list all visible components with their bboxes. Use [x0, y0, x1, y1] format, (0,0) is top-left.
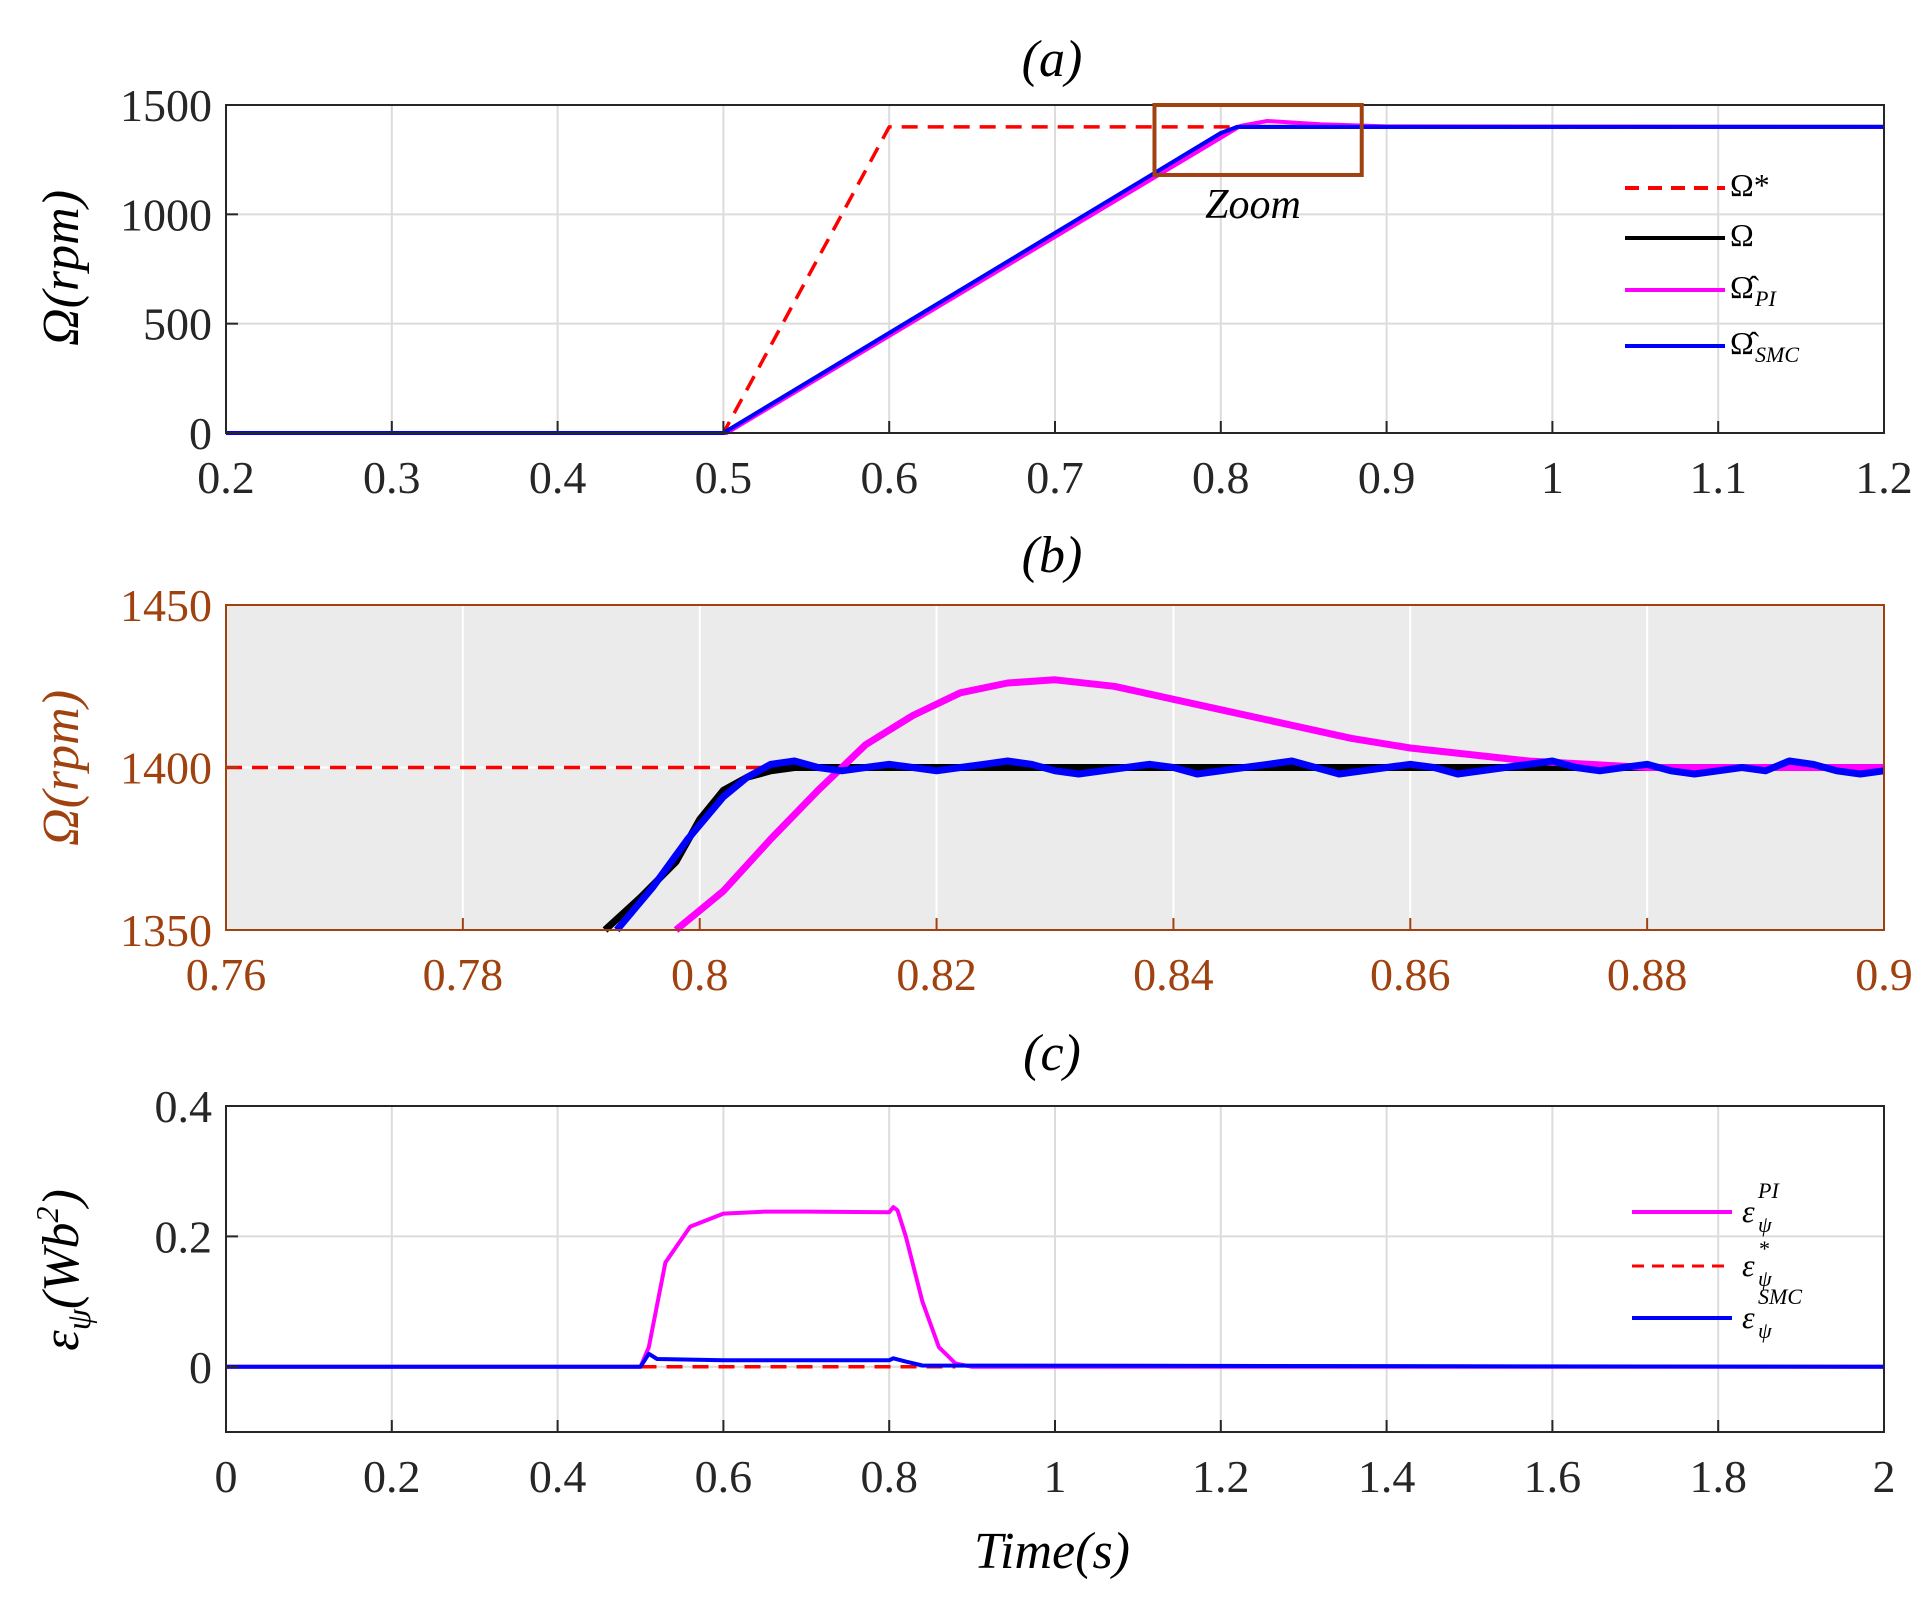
panel-a-ticks: 0.2 0.3 0.4 0.5 0.6 0.7 0.8 0.9 1 1.1 1.2 0 500 1000 1… — [120, 80, 1913, 503]
panel-b-xtick-label-5: 0.86 — [1370, 949, 1451, 1000]
panel-a-ytick-label-1: 500 — [143, 299, 212, 350]
panel-a-xtick-label-2: 0.4 — [529, 452, 587, 503]
legend-a: Ω* Ω Ω̂ PI Ω̂ SMC — [1625, 167, 1799, 367]
panel-c-xtick-label-5: 1 — [1044, 1451, 1067, 1502]
panel-a: (a) 0.2 0.3 0.4 0.5 0.6 0.7 0.8 0.9 1 1.1 1.2 0 500 1… — [33, 31, 1913, 503]
panel-c-ylabel-main: ε — [33, 1330, 90, 1351]
panel-c-xtick-label-1: 0.2 — [363, 1451, 421, 1502]
legend-c-smc-sup: SMC — [1758, 1284, 1802, 1309]
legend-c-smc-label: ε — [1742, 1299, 1755, 1335]
panel-b-xtick-label-6: 0.88 — [1607, 949, 1688, 1000]
panel-a-xtick-label-8: 1 — [1541, 452, 1564, 503]
panel-a-xtick-label-3: 0.5 — [695, 452, 753, 503]
panel-b-ytick-label-2: 1450 — [120, 580, 212, 631]
panel-a-title: (a) — [1022, 31, 1083, 88]
legend-a-actual-label: Ω — [1730, 217, 1754, 253]
panel-b-xtick-label-7: 0.9 — [1855, 949, 1913, 1000]
panel-c-ytick-label-1: 0.2 — [155, 1211, 213, 1262]
panel-a-xtick-label-7: 0.9 — [1358, 452, 1416, 503]
panel-b-xtick-label-3: 0.82 — [896, 949, 977, 1000]
panel-c-xtick-label-10: 2 — [1873, 1451, 1896, 1502]
panel-a-xtick-label-10: 1.2 — [1855, 452, 1913, 503]
panel-b-ticks: 0.76 0.78 0.8 0.82 0.84 0.86 0.88 0.9 1350 1400 14… — [120, 580, 1913, 1000]
panel-c-ylabel-sup: 2 — [29, 1207, 65, 1223]
panel-a-ytick-label-3: 1500 — [120, 80, 212, 131]
panel-c-ytick-label-0: 0 — [189, 1342, 212, 1393]
panel-c-xtick-label-3: 0.6 — [695, 1451, 753, 1502]
zoom-box — [1152, 103, 1364, 177]
panel-b-title: (b) — [1022, 527, 1083, 584]
svg-text:εψ(Wb2): εψ(Wb2) — [29, 1189, 98, 1351]
legend-c-pi-label: ε — [1742, 1193, 1755, 1229]
panel-c-title: (c) — [1023, 1025, 1081, 1082]
panel-b-xtick-label-1: 0.78 — [423, 949, 504, 1000]
zoom-annotation: Zoom — [1205, 182, 1301, 228]
panel-a-xtick-label-5: 0.7 — [1026, 452, 1084, 503]
panel-c-ticks: 0 0.2 0.4 0.6 0.8 1 1.2 1.4 1.6 1.8 2 0 0.2 0.4 — [155, 1081, 1896, 1502]
legend-c-ref-sub: ψ — [1758, 1266, 1772, 1291]
panel-c-ylabel-rest: (Wb — [33, 1223, 90, 1310]
legend-a-ref-label: Ω* — [1730, 167, 1770, 203]
panel-c-xlabel: Time(s) — [974, 1523, 1130, 1580]
panel-c-ylabel: εψ(Wb2) — [29, 1189, 98, 1351]
panel-b-xtick-label-0: 0.76 — [186, 949, 267, 1000]
panel-b-series-3 — [614, 757, 1885, 933]
panel-c-xtick-label-8: 1.6 — [1524, 1451, 1582, 1502]
panel-a-ylabel: Ω(rpm) — [33, 190, 90, 346]
panel-b-xtick-label-4: 0.84 — [1133, 949, 1214, 1000]
legend-c-pi-sup: PI — [1757, 1178, 1780, 1203]
panel-b-xtick-label-2: 0.8 — [671, 949, 729, 1000]
panel-c-xtick-label-9: 1.8 — [1689, 1451, 1747, 1502]
panel-c-series-2 — [226, 1351, 1885, 1369]
legend-c-smc-sub: ψ — [1758, 1318, 1772, 1343]
panel-b-series — [226, 676, 1885, 933]
panel-a-ytick-label-0: 0 — [189, 408, 212, 459]
panel-c-xtick-label-6: 1.2 — [1192, 1451, 1250, 1502]
panel-c-xtick-label-2: 0.4 — [529, 1451, 587, 1502]
panel-c-series — [226, 1205, 1885, 1369]
panel-a-ytick-label-2: 1000 — [120, 189, 212, 240]
panel-b: (b) 0.76 0.78 0.8 0.82 0.84 0.86 0.88 0.9 1350 14… — [33, 527, 1913, 1000]
panel-c-ytick-label-2: 0.4 — [155, 1081, 213, 1132]
panel-c-ylabel-sub: ψ — [61, 1308, 98, 1330]
panel-b-ytick-label-1: 1400 — [120, 743, 212, 794]
panel-a-xtick-label-9: 1.1 — [1689, 452, 1747, 503]
panel-a-xtick-label-4: 0.6 — [860, 452, 918, 503]
panel-a-xtick-label-1: 0.3 — [363, 452, 421, 503]
panel-c: (c) 0 0.2 0.4 0.6 0.8 1 1.2 1.4 1.6 1.8 2 0 0.2 0.4 T… — [29, 1025, 1896, 1580]
panel-a-xtick-label-0: 0.2 — [197, 452, 255, 503]
legend-a-smc-sub: SMC — [1755, 342, 1799, 367]
legend-c-ref-label: ε — [1742, 1247, 1755, 1283]
legend-c-pi-sub: ψ — [1758, 1212, 1772, 1237]
panel-a-xtick-label-6: 0.8 — [1192, 452, 1250, 503]
legend-c-ref-sup: * — [1758, 1236, 1769, 1261]
panel-b-ylabel: Ω(rpm) — [33, 690, 90, 846]
panel-c-xtick-label-4: 0.8 — [860, 1451, 918, 1502]
panel-c-xtick-label-7: 1.4 — [1358, 1451, 1416, 1502]
legend-a-pi-sub: PI — [1754, 286, 1777, 311]
panel-c-series-0 — [226, 1205, 1884, 1369]
panel-c-xtick-label-0: 0 — [215, 1451, 238, 1502]
panel-b-ytick-label-0: 1350 — [120, 905, 212, 956]
legend-c: ε ψ PI ε ψ * ε ψ SMC — [1632, 1178, 1802, 1343]
panel-c-ylabel-close: ) — [33, 1189, 90, 1209]
